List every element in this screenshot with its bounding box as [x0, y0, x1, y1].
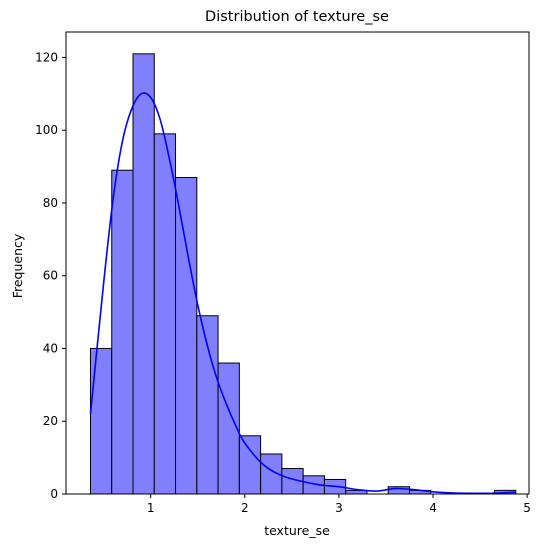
y-axis-ticks: 0 20 40 60 80 100 120	[35, 50, 66, 501]
y-tick-label: 40	[43, 341, 58, 355]
y-tick-label: 20	[43, 414, 58, 428]
y-axis-label: Frequency	[10, 233, 25, 298]
plot-frame	[65, 31, 530, 495]
histogram-bar	[196, 315, 219, 495]
histogram-bar	[89, 347, 113, 495]
histogram-bar	[238, 435, 262, 495]
x-axis-ticks: 1 2 3 4 5	[147, 494, 531, 515]
histogram-bar	[132, 53, 155, 495]
y-tick-label: 80	[43, 196, 58, 210]
histogram-bar	[153, 133, 177, 495]
x-axis-label: texture_se	[264, 523, 330, 538]
histogram-bar	[175, 177, 198, 495]
x-tick-label: 2	[241, 501, 249, 515]
y-tick-label: 100	[35, 123, 58, 137]
x-tick-label: 5	[523, 501, 531, 515]
y-tick-label: 0	[50, 487, 58, 501]
histogram-bar	[217, 362, 240, 495]
x-tick-label: 4	[429, 501, 437, 515]
kde-line	[89, 92, 516, 495]
chart-title: Distribution of texture_se	[205, 9, 389, 25]
y-tick-label: 60	[43, 269, 58, 283]
histogram-bars	[89, 53, 517, 495]
x-tick-label: 1	[147, 501, 155, 515]
kde-curve-group	[89, 92, 516, 495]
y-tick-label: 120	[35, 50, 58, 64]
histogram-bar	[111, 169, 134, 495]
x-tick-label: 3	[335, 501, 343, 515]
